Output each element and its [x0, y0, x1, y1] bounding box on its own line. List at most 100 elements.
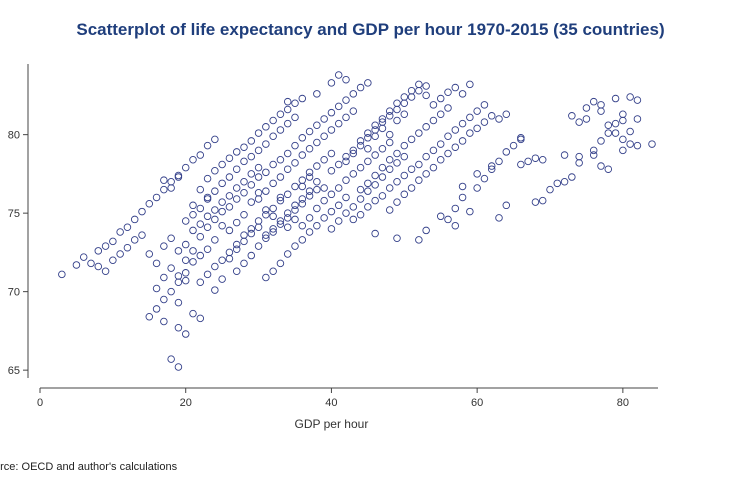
x-tick-label: 60 [471, 397, 483, 409]
data-point [262, 206, 270, 214]
data-point [364, 79, 372, 87]
data-point [436, 212, 445, 221]
data-point [378, 145, 387, 153]
data-point [232, 240, 241, 249]
data-point [349, 146, 358, 155]
data-point [436, 140, 445, 148]
data-point [254, 217, 263, 225]
data-point [356, 163, 365, 172]
data-point [138, 231, 146, 239]
data-point [334, 201, 343, 210]
data-point [101, 242, 110, 250]
data-point [568, 112, 576, 120]
data-point [109, 256, 117, 265]
data-point [495, 115, 503, 123]
data-point [458, 90, 467, 98]
data-point [342, 193, 350, 202]
data-point [218, 179, 226, 188]
data-point [415, 129, 423, 137]
data-point [327, 167, 336, 175]
data-point [232, 245, 241, 254]
data-point [247, 181, 256, 189]
data-point [203, 223, 212, 232]
data-point [305, 187, 314, 195]
data-point [531, 154, 540, 162]
data-point [152, 305, 161, 313]
data-point [174, 324, 183, 332]
data-point [240, 237, 248, 246]
data-point [466, 113, 474, 122]
data-point [393, 177, 401, 186]
data-point [305, 192, 314, 200]
data-point [298, 134, 307, 142]
data-point [334, 184, 343, 192]
data-point [320, 156, 328, 164]
data-point [232, 165, 241, 173]
data-point [495, 157, 503, 166]
data-point [291, 99, 299, 107]
data-point [356, 185, 365, 194]
data-point [334, 160, 343, 169]
data-point [633, 141, 642, 150]
data-point [174, 272, 183, 280]
data-point [269, 267, 277, 275]
data-point [276, 259, 285, 268]
data-point [298, 151, 307, 159]
data-point [531, 198, 540, 206]
data-point [407, 184, 416, 192]
data-point [283, 149, 292, 158]
data-point [385, 165, 394, 173]
data-point [393, 99, 401, 107]
data-point [160, 317, 168, 326]
data-point [313, 162, 321, 170]
data-point [291, 206, 299, 214]
data-point [138, 207, 146, 216]
data-point [626, 140, 634, 148]
data-point [597, 162, 605, 170]
data-point [196, 232, 205, 241]
chart-title: Scatterplot of life expectancy and GDP p… [76, 20, 665, 39]
data-point [466, 80, 474, 89]
data-point [568, 173, 576, 181]
data-point [298, 236, 307, 244]
data-point [203, 141, 212, 150]
data-point [58, 270, 66, 279]
data-point [393, 198, 401, 206]
data-point [167, 184, 175, 192]
data-point [422, 226, 430, 235]
data-point [276, 220, 285, 228]
data-point [349, 90, 358, 98]
data-point [480, 101, 489, 109]
data-point [276, 196, 285, 205]
data-point [538, 196, 547, 205]
data-point [327, 225, 336, 233]
data-point [225, 192, 234, 200]
data-point [240, 188, 248, 197]
data-point [378, 124, 387, 133]
data-point [626, 127, 634, 136]
data-point [160, 295, 168, 304]
data-point [509, 141, 518, 150]
data-point [305, 127, 314, 136]
data-point [320, 196, 328, 205]
data-point [473, 184, 481, 192]
data-point [189, 226, 197, 235]
data-point [385, 156, 394, 164]
x-axis-label: GDP per hour [295, 417, 369, 431]
data-point [378, 192, 387, 200]
data-point [211, 206, 219, 214]
data-point [269, 212, 277, 221]
data-point [371, 171, 379, 180]
data-point [276, 110, 285, 118]
data-point [276, 173, 285, 181]
data-point [385, 112, 394, 120]
data-point [371, 229, 379, 238]
data-point [174, 173, 183, 181]
data-point [298, 195, 307, 203]
x-tick-label: 20 [180, 397, 192, 409]
data-point [604, 121, 613, 129]
data-point [269, 160, 277, 169]
data-point [327, 149, 336, 158]
data-point [524, 157, 532, 166]
data-point [276, 217, 285, 225]
